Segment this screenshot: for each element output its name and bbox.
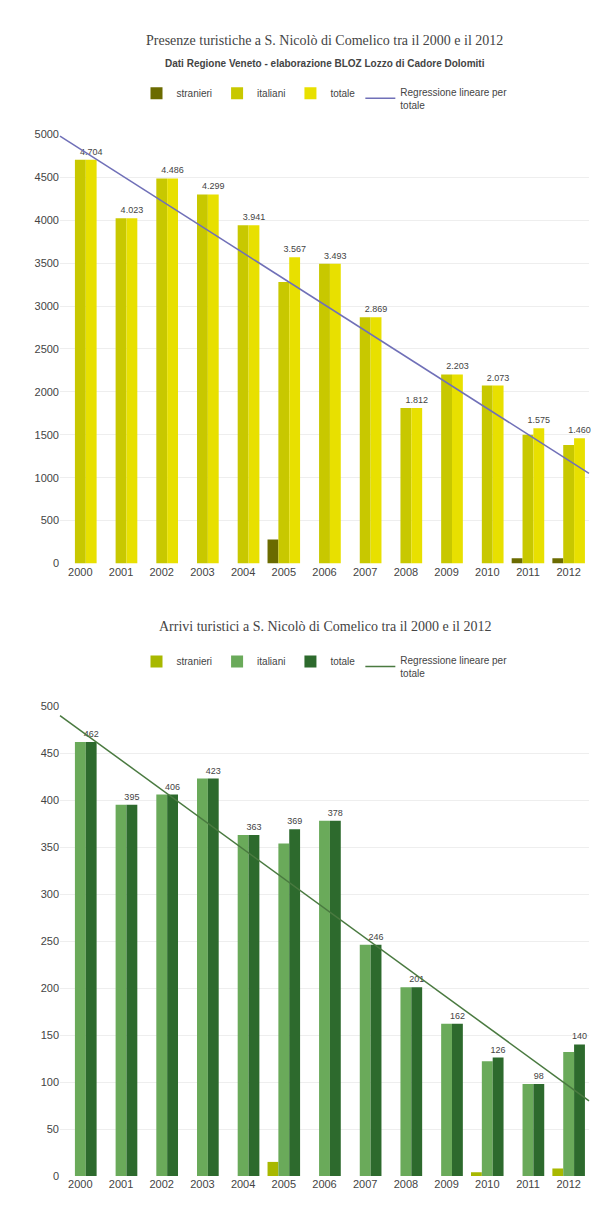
svg-text:2011: 2011 [516, 1178, 540, 1190]
svg-text:200: 200 [41, 982, 59, 994]
svg-text:500: 500 [41, 514, 59, 526]
svg-text:2004: 2004 [231, 566, 255, 578]
svg-text:2.073: 2.073 [487, 373, 510, 383]
svg-text:2001: 2001 [109, 566, 133, 578]
svg-text:246: 246 [369, 932, 384, 942]
svg-text:250: 250 [41, 935, 59, 947]
svg-text:462: 462 [84, 729, 99, 739]
svg-text:2012: 2012 [556, 1178, 580, 1190]
svg-text:1.460: 1.460 [568, 425, 591, 435]
svg-text:1.575: 1.575 [528, 415, 551, 425]
svg-text:2009: 2009 [434, 566, 458, 578]
svg-text:50: 50 [47, 1123, 59, 1135]
svg-text:Regressione lineare pertotale: Regressione lineare pertotale [400, 87, 507, 111]
svg-text:totale: totale [330, 656, 355, 667]
svg-text:363: 363 [246, 822, 261, 832]
svg-text:100: 100 [41, 1076, 59, 1088]
svg-text:2002: 2002 [149, 566, 173, 578]
svg-text:395: 395 [124, 792, 139, 802]
svg-text:4500: 4500 [35, 171, 59, 183]
svg-text:2006: 2006 [312, 1178, 336, 1190]
svg-text:2012: 2012 [556, 566, 580, 578]
svg-text:450: 450 [41, 747, 59, 759]
svg-text:3000: 3000 [35, 300, 59, 312]
svg-text:201: 201 [409, 974, 424, 984]
svg-text:Dati Regione Veneto - elaboraz: Dati Regione Veneto - elaborazione BLOZ … [165, 58, 485, 69]
svg-text:0: 0 [53, 557, 59, 569]
svg-text:2500: 2500 [35, 343, 59, 355]
svg-text:126: 126 [491, 1045, 506, 1055]
svg-text:Arrivi turistici a S. Nicolò d: Arrivi turistici a S. Nicolò di Comelico… [159, 619, 491, 634]
svg-text:stranieri: stranieri [177, 656, 213, 667]
svg-text:2003: 2003 [190, 1178, 214, 1190]
svg-text:3.493: 3.493 [324, 251, 347, 261]
svg-text:2.203: 2.203 [446, 361, 469, 371]
svg-text:totale: totale [330, 88, 355, 99]
svg-text:1000: 1000 [35, 472, 59, 484]
svg-text:italiani: italiani [257, 88, 285, 99]
svg-text:98: 98 [534, 1071, 544, 1081]
svg-text:2010: 2010 [475, 566, 499, 578]
svg-text:2010: 2010 [475, 1178, 499, 1190]
svg-text:4.023: 4.023 [121, 205, 144, 215]
svg-text:4.486: 4.486 [161, 165, 184, 175]
svg-text:2002: 2002 [149, 1178, 173, 1190]
svg-text:4.704: 4.704 [80, 147, 103, 157]
svg-text:2007: 2007 [353, 1178, 377, 1190]
svg-text:423: 423 [206, 766, 221, 776]
svg-text:2009: 2009 [434, 1178, 458, 1190]
svg-text:stranieri: stranieri [177, 88, 213, 99]
svg-text:5000: 5000 [35, 128, 59, 140]
svg-text:2000: 2000 [68, 566, 92, 578]
svg-text:2006: 2006 [312, 566, 336, 578]
svg-text:162: 162 [450, 1011, 465, 1021]
svg-text:406: 406 [165, 782, 180, 792]
svg-text:Presenze turistiche a S. Nicol: Presenze turistiche a S. Nicolò di Comel… [146, 33, 503, 48]
svg-text:3.567: 3.567 [283, 244, 306, 254]
svg-text:2004: 2004 [231, 1178, 255, 1190]
svg-text:3500: 3500 [35, 257, 59, 269]
svg-text:2008: 2008 [394, 566, 418, 578]
svg-text:2011: 2011 [516, 566, 540, 578]
svg-text:Regressione lineare pertotale: Regressione lineare pertotale [400, 655, 507, 679]
svg-text:2000: 2000 [35, 386, 59, 398]
svg-text:400: 400 [41, 794, 59, 806]
svg-text:2008: 2008 [394, 1178, 418, 1190]
svg-text:369: 369 [287, 816, 302, 826]
svg-text:378: 378 [328, 808, 343, 818]
svg-text:4000: 4000 [35, 214, 59, 226]
svg-text:1500: 1500 [35, 429, 59, 441]
svg-text:2005: 2005 [272, 566, 296, 578]
svg-text:italiani: italiani [257, 656, 285, 667]
svg-text:150: 150 [41, 1029, 59, 1041]
svg-text:2001: 2001 [109, 1178, 133, 1190]
svg-text:0: 0 [53, 1170, 59, 1182]
svg-text:2005: 2005 [272, 1178, 296, 1190]
svg-text:500: 500 [41, 700, 59, 712]
svg-text:350: 350 [41, 841, 59, 853]
svg-text:4.299: 4.299 [202, 181, 225, 191]
svg-text:140: 140 [572, 1031, 587, 1041]
svg-text:2.869: 2.869 [365, 304, 388, 314]
svg-text:300: 300 [41, 888, 59, 900]
svg-text:2000: 2000 [68, 1178, 92, 1190]
svg-text:2007: 2007 [353, 566, 377, 578]
svg-text:2003: 2003 [190, 566, 214, 578]
svg-text:1.812: 1.812 [405, 395, 428, 405]
svg-text:3.941: 3.941 [243, 212, 266, 222]
